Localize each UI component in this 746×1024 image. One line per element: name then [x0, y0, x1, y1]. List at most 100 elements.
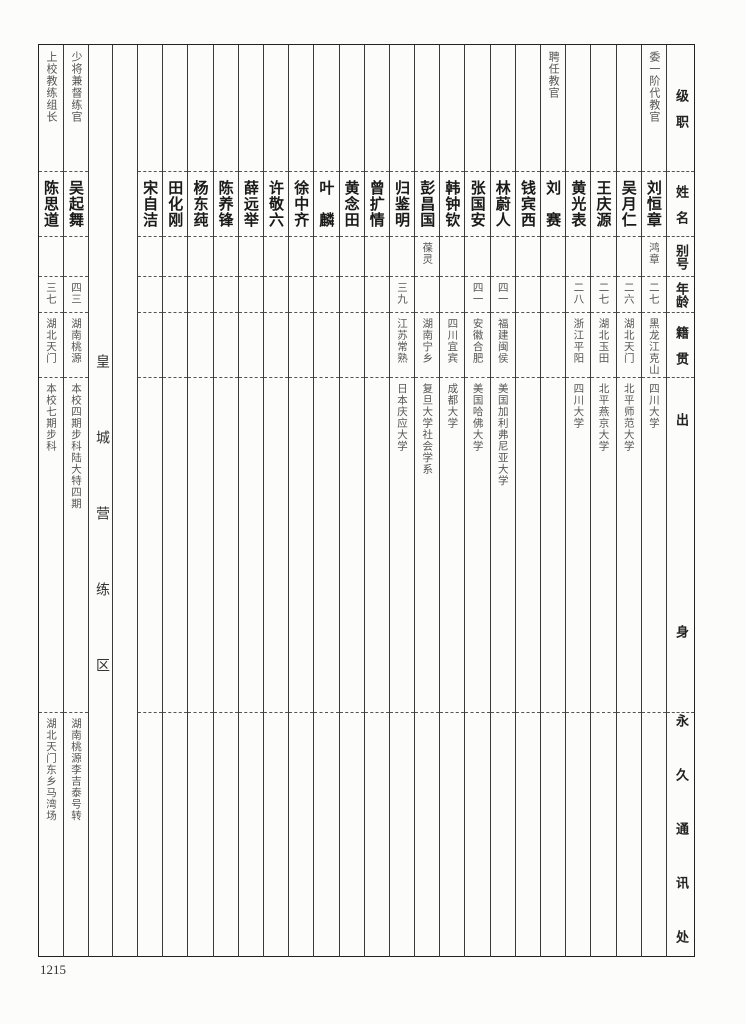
- rank-text: 委一阶代教官: [647, 51, 661, 123]
- person-column: 王庆源 二七 湖北玉田 北平燕京大学: [590, 45, 616, 957]
- cell-rank: [566, 45, 591, 172]
- header-cell-age: 年龄: [667, 277, 694, 313]
- header-cell-rank: 级 职: [667, 45, 694, 172]
- cell-origin: [541, 313, 566, 378]
- cell-rank: [389, 45, 415, 172]
- cell-rank: 少将兼督练官: [64, 45, 88, 172]
- cell-name: 叶 麟: [314, 172, 339, 237]
- cell-alias: [314, 237, 339, 277]
- age-text: 四一: [471, 282, 484, 305]
- header-cell-origin: 籍 贯: [667, 313, 694, 378]
- cell-age: [314, 277, 339, 313]
- cell-origin: 湖南桃源: [64, 313, 88, 378]
- name-text: 曾扩情: [367, 180, 386, 228]
- cell-name: 陈养锋: [213, 172, 238, 237]
- cell-background: 北平师范大学: [616, 378, 641, 713]
- person-column: 上校教练组长 陈思道 三七 湖北天门 本校七期步科 湖北天门东乡马湾场: [38, 45, 63, 957]
- age-text: 二六: [622, 282, 635, 305]
- background-text: 美国哈佛大学: [471, 383, 484, 452]
- alias-text: 鸿章: [647, 242, 660, 265]
- background-text: 四川大学: [572, 383, 585, 429]
- cell-background: 四川大学: [641, 378, 666, 713]
- cell-address: [415, 713, 439, 957]
- cell-rank: [515, 45, 541, 172]
- cell-name: 吴起舞: [64, 172, 88, 237]
- section-title: 皇 城 营 练 区: [94, 354, 110, 696]
- header-background-text: 出 身: [673, 412, 688, 678]
- cell-background: [515, 378, 541, 713]
- cell-address: [541, 713, 565, 957]
- cell-background: [188, 378, 213, 713]
- cell-age: [188, 277, 213, 313]
- cell-rank: [364, 45, 389, 172]
- origin-text: 湖北天门: [622, 318, 635, 364]
- person-column: 归鉴明 三九 江苏常熟 日本庆应大学: [388, 45, 415, 957]
- name-text: 归鉴明: [392, 180, 411, 228]
- cell-alias: [138, 237, 163, 277]
- cell-address: [465, 713, 489, 957]
- blank-column: [112, 45, 137, 957]
- cell-name: 曾扩情: [364, 172, 389, 237]
- cell-rank: [339, 45, 364, 172]
- cell-name: 韩钟钦: [440, 172, 465, 237]
- header-cell-background: 出 身: [667, 378, 694, 713]
- cell-name: 林蔚人: [490, 172, 515, 237]
- name-text: 黄光表: [569, 180, 588, 228]
- cell-origin: [263, 313, 289, 378]
- cell-address: [566, 713, 590, 957]
- cell-name: 张国安: [465, 172, 490, 237]
- cell-address: [591, 713, 615, 957]
- cell-alias: [289, 237, 314, 277]
- person-column: 张国安 四一 安徽合肥 美国哈佛大学: [464, 45, 490, 957]
- section-column: 皇 城 营 练 区: [88, 45, 112, 957]
- name-text: 钱宾西: [518, 180, 537, 228]
- header-age-text: 年龄: [673, 281, 688, 308]
- person-column: 黄念田: [338, 45, 364, 957]
- rank-text: 上校教练组长: [45, 51, 58, 123]
- cell-background: 成都大学: [440, 378, 465, 713]
- header-rank-text: 级 职: [673, 88, 688, 128]
- cell-alias: [616, 237, 641, 277]
- rank-text: 聘任教官: [547, 51, 561, 99]
- address-text: 湖南桃源李吉泰号转: [70, 718, 82, 822]
- alias-text: 葆灵: [421, 242, 434, 265]
- cell-background: 美国哈佛大学: [465, 378, 490, 713]
- cell-rank: [289, 45, 314, 172]
- header-alias-text: 别号: [673, 243, 688, 270]
- cell-rank: [213, 45, 238, 172]
- person-column: 吴月仁二六湖北天门北平师范大学: [615, 45, 641, 957]
- cell-origin: 湖南宁乡: [415, 313, 440, 378]
- cell-rank: 聘任教官: [541, 45, 566, 172]
- background-text: 美国加利弗尼亚大学: [496, 383, 509, 487]
- origin-text: 浙江平阳: [572, 318, 585, 364]
- cell-age: [415, 277, 440, 313]
- cell-age: 二六: [616, 277, 641, 313]
- table-bottom-border: [38, 956, 695, 957]
- header-origin-text: 籍 贯: [673, 325, 688, 365]
- age-text: 四三: [70, 282, 82, 305]
- cell-rank: [238, 45, 263, 172]
- cell-rank: [591, 45, 616, 172]
- cell-alias: [389, 237, 415, 277]
- name-text: 王庆源: [594, 180, 613, 228]
- cell-background: 北平燕京大学: [591, 378, 616, 713]
- cell-origin: 福建闽侯: [490, 313, 515, 378]
- name-text: 徐中齐: [292, 180, 311, 228]
- name-text: 吴月仁: [619, 180, 638, 228]
- age-text: 三九: [395, 282, 408, 305]
- cell-rank: [465, 45, 490, 172]
- origin-text: 江苏常熟: [395, 318, 408, 364]
- cell-rank: [188, 45, 213, 172]
- cell-origin: [188, 313, 213, 378]
- cell-age: 二八: [566, 277, 591, 313]
- person-column: 叶 麟: [313, 45, 339, 957]
- cell-rank: [263, 45, 289, 172]
- origin-text: 湖南宁乡: [421, 318, 434, 364]
- cell-rank: [314, 45, 339, 172]
- age-text: 二八: [572, 282, 585, 305]
- header-name-text: 姓 名: [673, 184, 688, 224]
- cell-rank: [163, 45, 188, 172]
- origin-text: 福建闽侯: [496, 318, 509, 364]
- cell-name: 彭昌国: [415, 172, 440, 237]
- cell-address: [289, 713, 313, 957]
